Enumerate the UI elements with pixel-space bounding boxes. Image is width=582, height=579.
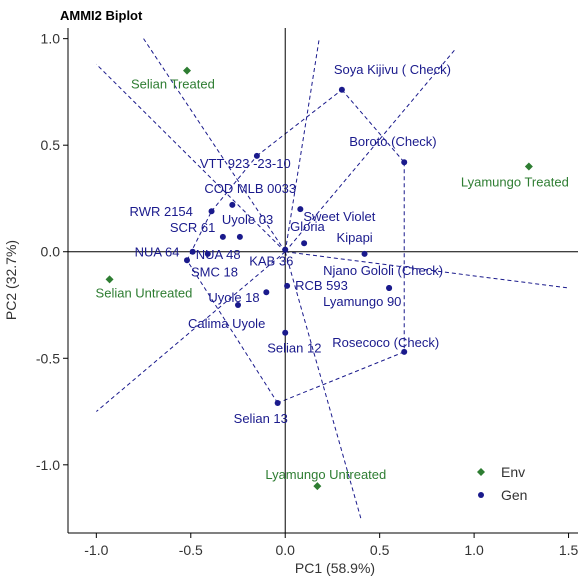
sector-ray	[95, 63, 286, 253]
sector-ray	[96, 251, 286, 412]
gen-point	[282, 329, 289, 336]
env-point	[183, 66, 191, 75]
gen-point	[236, 233, 243, 240]
sector-ray	[285, 251, 569, 289]
gen-point	[361, 250, 368, 257]
x-axis-ticks: -1.0 -0.5 0.0 0.5 1.0 1.5	[84, 533, 578, 558]
sector-ray	[143, 38, 286, 253]
x-tick-label: -1.0	[84, 542, 108, 558]
gen-point	[284, 282, 291, 289]
gen-label: Gloria	[290, 219, 325, 234]
gen-point	[235, 302, 241, 309]
y-axis-label: PC2 (32.7%)	[3, 240, 19, 320]
chart-title: AMMI2 Biplot	[60, 8, 143, 23]
gen-point	[229, 201, 236, 208]
gen-label: NUA 48	[196, 247, 241, 262]
x-tick-label: 1.5	[559, 542, 579, 558]
y-tick-label: 0.5	[41, 137, 61, 153]
polygon-hull	[186, 89, 405, 404]
gen-point	[274, 400, 281, 407]
gen-label: RCB 593	[295, 278, 348, 293]
y-tick-label: -0.5	[36, 350, 60, 366]
origin-lines	[68, 28, 578, 533]
plot-area	[67, 28, 578, 534]
sector-ray	[284, 48, 456, 253]
env-label: Lyamungo Treated	[461, 175, 569, 190]
legend-env-marker	[477, 468, 485, 476]
gen-point	[301, 240, 308, 247]
gen-label: NUA 64	[135, 245, 180, 260]
env-label: Lyamungo Untreated	[265, 467, 386, 482]
gen-label: Sweet Violet	[303, 209, 375, 224]
x-axis-label: PC1 (58.9%)	[295, 560, 375, 576]
gen-label: COD MLB 0033	[204, 181, 296, 196]
hull-edge	[186, 259, 279, 404]
gen-point	[263, 289, 270, 296]
y-axis-ticks: -1.0 -0.5 0.0 0.5 1.0	[36, 31, 68, 473]
hull-edge	[211, 155, 258, 212]
gen-label: Kipapi	[337, 230, 373, 245]
hull-edge	[341, 89, 405, 163]
gen-point	[297, 206, 304, 213]
y-tick-label: -1.0	[36, 457, 60, 473]
gen-label: Selian 12	[267, 341, 321, 356]
gen-point	[401, 159, 408, 166]
gen-label: VTT 923 -23-10	[200, 156, 291, 171]
env-label: Selian Untreated	[96, 285, 193, 300]
gen-point	[282, 246, 289, 253]
y-tick-label: 0.0	[41, 244, 61, 260]
env-label: Selian Treated	[131, 77, 215, 92]
gen-label: RWR 2154	[130, 204, 193, 219]
env-point	[105, 275, 114, 284]
gen-point	[204, 250, 211, 257]
gen-label: Soya Kijivu ( Check)	[334, 62, 451, 77]
legend-gen-label: Gen	[501, 487, 527, 503]
gen-point	[253, 152, 260, 159]
gen-label: Calima Uyole	[188, 316, 265, 331]
hull-edge	[277, 351, 405, 404]
gen-label: Uyole 18	[208, 290, 259, 305]
legend-env-label: Env	[501, 464, 525, 480]
env-point	[524, 162, 533, 171]
x-tick-label: 0.5	[370, 542, 390, 558]
y-tick-label: 1.0	[41, 31, 61, 47]
hull-edge	[256, 89, 343, 157]
gen-label: SCR 61	[170, 220, 216, 235]
gen-label: SMC 18	[191, 264, 238, 279]
gen-point	[184, 257, 190, 264]
gen-point	[219, 233, 226, 240]
x-tick-label: 0.0	[275, 542, 295, 558]
data-points: Soya Kijivu ( Check) VTT 923 -23-10 Boroto…	[96, 62, 569, 491]
gen-label: Njano Gololi (Check)	[323, 263, 443, 278]
legend: Env Gen	[477, 464, 527, 503]
gen-label: Selian 13	[234, 411, 288, 426]
gen-point	[338, 86, 345, 93]
gen-label: Rosecoco (Check)	[332, 335, 439, 350]
sector-ray	[284, 38, 320, 252]
gen-point	[401, 348, 408, 355]
x-tick-label: 1.0	[464, 542, 484, 558]
gen-label: KAB 36	[249, 254, 293, 269]
legend-gen-marker	[478, 492, 484, 498]
x-tick-label: -0.5	[179, 542, 203, 558]
gen-label: Lyamungo 90	[323, 294, 401, 309]
gen-label: Uyole 03	[222, 212, 273, 227]
gen-label: Boroto (Check)	[349, 134, 436, 149]
gen-point	[208, 208, 215, 215]
gen-point	[386, 284, 393, 291]
env-point	[313, 482, 322, 491]
gen-point	[189, 248, 196, 255]
sector-rays	[95, 38, 569, 519]
